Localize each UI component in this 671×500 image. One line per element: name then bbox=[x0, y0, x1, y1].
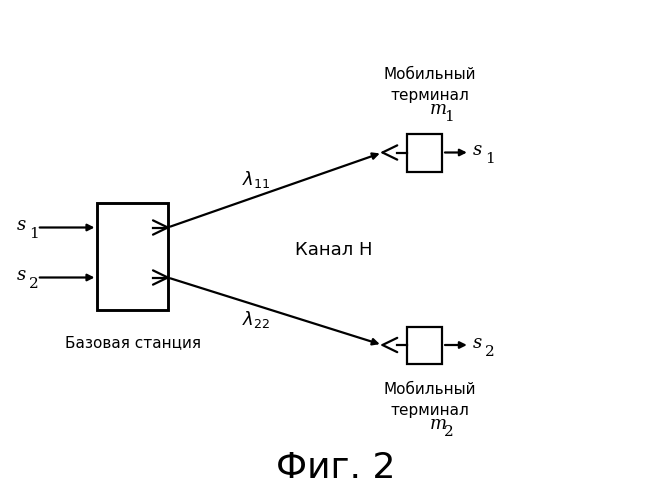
Text: m: m bbox=[429, 100, 447, 118]
Bar bbox=[407, 134, 442, 172]
Text: 1: 1 bbox=[485, 152, 495, 166]
Text: $\lambda_{22}$: $\lambda_{22}$ bbox=[242, 310, 270, 330]
Text: 2: 2 bbox=[485, 345, 495, 359]
Text: Мобильный
терминал: Мобильный терминал bbox=[383, 67, 476, 103]
Text: s: s bbox=[473, 141, 482, 159]
Text: Канал H: Канал H bbox=[295, 241, 372, 259]
Bar bbox=[97, 202, 168, 310]
Text: Базовая станция: Базовая станция bbox=[65, 335, 201, 350]
Text: $\lambda_{11}$: $\lambda_{11}$ bbox=[242, 170, 270, 190]
Text: s: s bbox=[473, 334, 482, 352]
Bar bbox=[407, 326, 442, 364]
Text: s: s bbox=[17, 216, 26, 234]
Text: m: m bbox=[429, 415, 447, 433]
Text: 1: 1 bbox=[444, 110, 454, 124]
Text: Фиг. 2: Фиг. 2 bbox=[276, 450, 395, 484]
Text: 2: 2 bbox=[29, 277, 39, 291]
Text: 2: 2 bbox=[444, 425, 454, 439]
Text: Мобильный
терминал: Мобильный терминал bbox=[383, 382, 476, 418]
Text: 1: 1 bbox=[29, 227, 39, 241]
Text: s: s bbox=[17, 266, 26, 284]
